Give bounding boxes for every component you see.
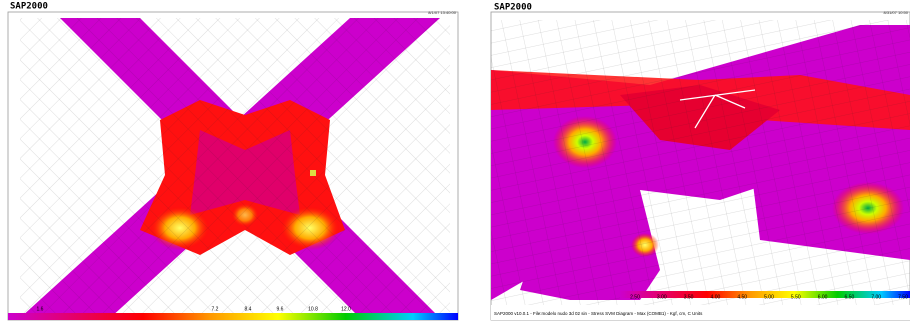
window-title: SAP2000 (10, 2, 48, 12)
legend-label: 1.6 (37, 306, 44, 312)
legend-label: 6.50 (845, 294, 855, 300)
legend-label: 5.50 (791, 294, 801, 300)
legend-label: 7.50 (898, 294, 908, 300)
legend-label: 5.00 (764, 294, 774, 300)
legend-label: 7.2 (212, 306, 219, 312)
left-window: SAP2000 8/1/07 13:40:00 1.6 7.2 8.4 9.6 10.8… (8, 2, 458, 321)
legend-label: 3.50 (684, 294, 694, 300)
model-view (20, 18, 450, 318)
legend-label: 4.00 (711, 294, 721, 300)
legend-label: 4.50 (737, 294, 747, 300)
legend-label: 2.50 (630, 294, 640, 300)
timestamp: 8/1/07 13:40:00 (428, 10, 457, 15)
legend-label: 8.4 (245, 306, 252, 312)
screenshot: SAP2000 8/1/07 13:40:00 1.6 7.2 8.4 9.6 10.8… (0, 0, 910, 322)
model-view (491, 20, 910, 305)
window-title: SAP2000 (494, 3, 532, 13)
legend-bar (8, 313, 458, 320)
legend-label: 10.8 (308, 306, 318, 312)
legend-label: 7.00 (871, 294, 881, 300)
page: SAP2000 8/1/07 13:40:00 1.6 7.2 8.4 9.6 10.8… (0, 0, 910, 322)
timestamp: 8/31/07 10:50 (884, 10, 909, 15)
legend-label: 6.00 (818, 294, 828, 300)
legend-label: 12.0 (341, 306, 351, 312)
right-window: SAP2000 8/31/07 10:50 2.50 3.00 3.50 4.00 4.… (491, 3, 910, 321)
status-bar: SAP2000 v10.0.1 - File:modelo nudo 3d 02… (494, 311, 703, 316)
legend-label: 3.00 (657, 294, 667, 300)
legend-label: 9.6 (277, 306, 284, 312)
